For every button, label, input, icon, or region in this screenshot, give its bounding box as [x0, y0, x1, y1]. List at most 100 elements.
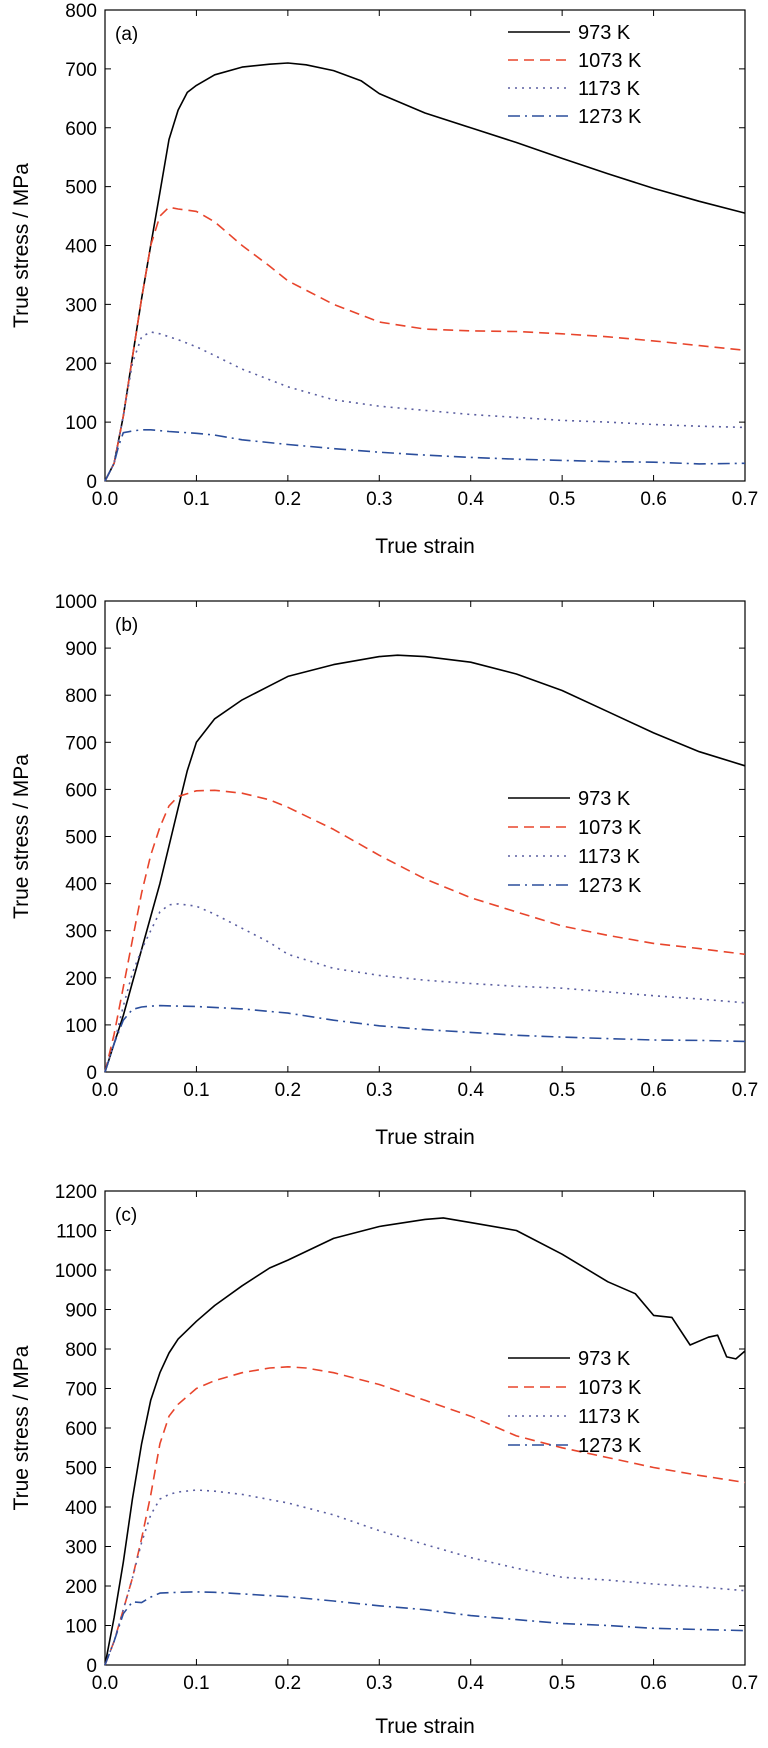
series-line-973k	[104, 654, 746, 1073]
series-line-1173k	[104, 1489, 746, 1666]
y-tick-label: 300	[65, 922, 97, 943]
y-tick-label: 600	[65, 1419, 97, 1440]
legend-label: 973 K	[578, 1348, 631, 1370]
y-axis-label: True stress / MPa	[10, 163, 33, 328]
y-tick-label: 500	[65, 178, 97, 199]
legend-label: 973 K	[578, 788, 631, 810]
series-line-1073k	[104, 789, 746, 1073]
legend-label: 1073 K	[578, 817, 642, 839]
x-tick-label: 0.0	[92, 489, 118, 510]
x-tick-label: 0.7	[732, 1080, 758, 1101]
y-tick-label: 500	[65, 828, 97, 849]
x-tick-label: 0.6	[640, 489, 666, 510]
x-tick-label: 0.7	[732, 1673, 758, 1694]
plot-frame	[104, 1190, 746, 1666]
y-tick-label: 0	[86, 472, 97, 493]
y-tick-label: 800	[65, 1, 97, 22]
x-tick-label: 0.1	[183, 489, 209, 510]
x-tick-label: 0.2	[275, 1080, 301, 1101]
x-axis-label: True strain	[375, 1126, 475, 1149]
y-tick-label: 100	[65, 1016, 97, 1037]
y-tick-label: 1000	[55, 592, 97, 613]
series-line-1073k	[104, 1366, 746, 1666]
chart-panel-3: 0.0 0.1 0.2 0.3 0.4 0.5 0.6 0.7 0 100 200 300 400 500…	[10, 1182, 758, 1738]
x-tick-label: 0.6	[640, 1673, 666, 1694]
legend-label: 1173 K	[578, 846, 641, 868]
series-line-1173k	[104, 331, 746, 482]
panel-label: (a)	[115, 24, 138, 45]
x-tick-label: 0.0	[92, 1080, 118, 1101]
y-tick-label: 700	[65, 60, 97, 81]
plot-frame	[104, 9, 746, 482]
y-tick-label: 900	[65, 1301, 97, 1322]
x-tick-label: 0.1	[183, 1673, 209, 1694]
y-tick-label: 300	[65, 295, 97, 316]
x-tick-label: 0.7	[732, 489, 758, 510]
plot-frame	[104, 600, 746, 1073]
y-tick-label: 600	[65, 780, 97, 801]
x-tick-label: 0.2	[275, 489, 301, 510]
y-tick-label: 400	[65, 1498, 97, 1519]
y-tick-label: 1200	[55, 1182, 97, 1203]
x-tick-label: 0.4	[458, 1673, 485, 1694]
y-tick-label: 0	[86, 1656, 97, 1677]
y-tick-label: 400	[65, 875, 97, 896]
legend-label: 1273 K	[578, 1435, 642, 1457]
x-axis-label: True strain	[375, 1715, 475, 1738]
y-tick-label: 0	[86, 1063, 97, 1084]
series-line-1173k	[104, 903, 746, 1073]
series-line-973k	[104, 62, 746, 482]
legend-label: 1073 K	[578, 50, 642, 72]
x-tick-label: 0.6	[640, 1080, 666, 1101]
x-tick-label: 0.4	[458, 1080, 485, 1101]
legend-label: 1073 K	[578, 1377, 642, 1399]
legend-label: 1173 K	[578, 1406, 641, 1428]
x-tick-label: 0.3	[366, 489, 392, 510]
x-tick-label: 0.1	[183, 1080, 209, 1101]
x-tick-label: 0.5	[549, 1080, 575, 1101]
y-tick-label: 200	[65, 1577, 97, 1598]
x-tick-label: 0.5	[549, 489, 575, 510]
y-axis-label: True stress / MPa	[10, 754, 33, 919]
x-axis-label: True strain	[375, 535, 475, 558]
legend-label: 1273 K	[578, 106, 642, 128]
y-tick-label: 200	[65, 354, 97, 375]
series-line-1273k	[104, 1004, 746, 1073]
y-tick-label: 100	[65, 413, 97, 434]
y-tick-label: 500	[65, 1459, 97, 1480]
y-tick-label: 900	[65, 639, 97, 660]
series-line-973k	[104, 1217, 746, 1666]
legend: 973 K 1073 K 1173 K 1273 K	[508, 788, 642, 897]
y-tick-label: 1100	[56, 1222, 97, 1243]
y-tick-label: 400	[65, 237, 97, 258]
series-line-1273k	[104, 1591, 746, 1666]
series-line-1273k	[104, 428, 746, 482]
y-tick-label: 700	[65, 733, 97, 754]
chart-panel-1: 0.0 0.1 0.2 0.3 0.4 0.5 0.6 0.7 0 100 200 300 400 500…	[10, 1, 758, 558]
y-tick-label: 100	[65, 1617, 97, 1638]
legend: 973 K 1073 K 1173 K 1273 K	[508, 1348, 642, 1457]
legend-label: 973 K	[578, 22, 631, 44]
x-tick-label: 0.0	[92, 1673, 118, 1694]
series-line-1073k	[104, 206, 746, 482]
y-tick-label: 800	[65, 1340, 97, 1361]
panel-label: (c)	[115, 1205, 137, 1226]
y-tick-label: 200	[65, 969, 97, 990]
x-tick-label: 0.5	[549, 1673, 575, 1694]
x-tick-label: 0.4	[458, 489, 485, 510]
panel-label: (b)	[115, 615, 138, 636]
chart-panel-2: 0.0 0.1 0.2 0.3 0.4 0.5 0.6 0.7 0 100 200 300 400 500…	[10, 592, 758, 1149]
y-axis-label: True stress / MPa	[10, 1345, 33, 1510]
y-tick-label: 800	[65, 686, 97, 707]
x-tick-label: 0.2	[275, 1673, 301, 1694]
y-tick-label: 600	[65, 119, 97, 140]
x-tick-label: 0.3	[366, 1673, 392, 1694]
y-tick-label: 1000	[55, 1261, 97, 1282]
legend-label: 1173 K	[578, 78, 641, 100]
legend: 973 K 1073 K 1173 K 1273 K	[508, 22, 642, 128]
x-tick-label: 0.3	[366, 1080, 392, 1101]
legend-label: 1273 K	[578, 875, 642, 897]
y-tick-label: 700	[65, 1380, 97, 1401]
y-tick-label: 300	[65, 1538, 97, 1559]
